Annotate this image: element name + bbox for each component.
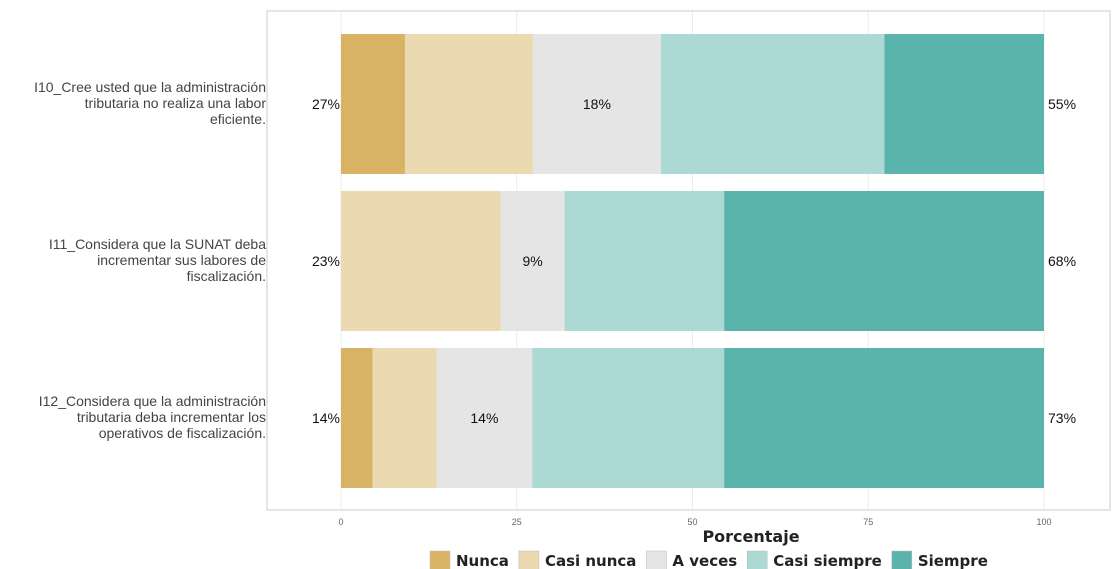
category-label-1: I10_Cree usted que la administración trib… <box>34 79 266 127</box>
bar-segment-2-siempre <box>724 191 1044 331</box>
bar-segment-3-siempre <box>724 348 1044 488</box>
legend-swatch-siempre <box>891 550 913 569</box>
bar-segment-3-casi-nunca <box>372 348 437 488</box>
x-axis-title: Porcentaje <box>702 527 799 546</box>
category-label-2: I11_Considera que la SUNAT deba increment… <box>49 236 266 284</box>
center-percent-label-1: 18% <box>583 96 611 112</box>
x-tick-label-3: 75 <box>863 517 873 527</box>
legend-label-casi-nunca: Casi nunca <box>545 552 636 569</box>
right-percent-label-2: 68% <box>1048 253 1076 269</box>
legend: Nunca Casi nunca A veces Casi siempre Siempr… <box>429 550 988 569</box>
x-tick-label-4: 100 <box>1036 517 1051 527</box>
legend-swatch-a-veces <box>646 550 667 569</box>
legend-label-casi-siempre: Casi siempre <box>773 552 882 569</box>
right-percent-label-1: 55% <box>1048 96 1076 112</box>
bar-segment-1-casi-nunca <box>404 34 533 174</box>
legend-swatch-nunca <box>429 550 451 569</box>
bar-segment-2-a-veces <box>500 191 565 331</box>
legend-label-a-veces: A veces <box>672 552 737 569</box>
bar-segment-1-siempre <box>884 34 1044 174</box>
x-axis-ticks: 0 25 50 75 100 <box>338 517 1051 527</box>
left-percent-label-1: 27% <box>312 96 340 112</box>
legend-swatch-casi-nunca <box>518 550 540 569</box>
bars-layer <box>341 34 1044 488</box>
bar-segment-3-a-veces <box>436 348 533 488</box>
bar-segment-2-casi-siempre <box>564 191 725 331</box>
x-tick-label-1: 25 <box>512 517 522 527</box>
bar-segment-3-casi-siempre <box>532 348 725 488</box>
legend-label-siempre: Siempre <box>918 552 988 569</box>
plot-panel-border <box>266 10 1111 511</box>
x-tick-label-0: 0 <box>338 517 343 527</box>
bar-segment-1-a-veces <box>532 34 661 174</box>
legend-swatch-casi-siempre <box>746 550 768 569</box>
labels-layer: I10_Cree usted que la administración trib… <box>34 79 1076 441</box>
left-percent-label-2: 23% <box>312 253 340 269</box>
center-percent-label-2: 9% <box>522 253 542 269</box>
right-percent-label-3: 73% <box>1048 410 1076 426</box>
bar-segment-3-nunca <box>341 348 373 488</box>
x-tick-label-2: 50 <box>687 517 697 527</box>
legend-label-nunca: Nunca <box>456 552 509 569</box>
category-label-3: I12_Considera que la administración tribu… <box>39 393 266 441</box>
left-percent-label-3: 14% <box>312 410 340 426</box>
bar-segment-2-casi-nunca <box>341 191 501 331</box>
center-percent-label-3: 14% <box>470 410 498 426</box>
bar-segment-1-nunca <box>341 34 405 174</box>
bar-segment-1-casi-siempre <box>660 34 885 174</box>
